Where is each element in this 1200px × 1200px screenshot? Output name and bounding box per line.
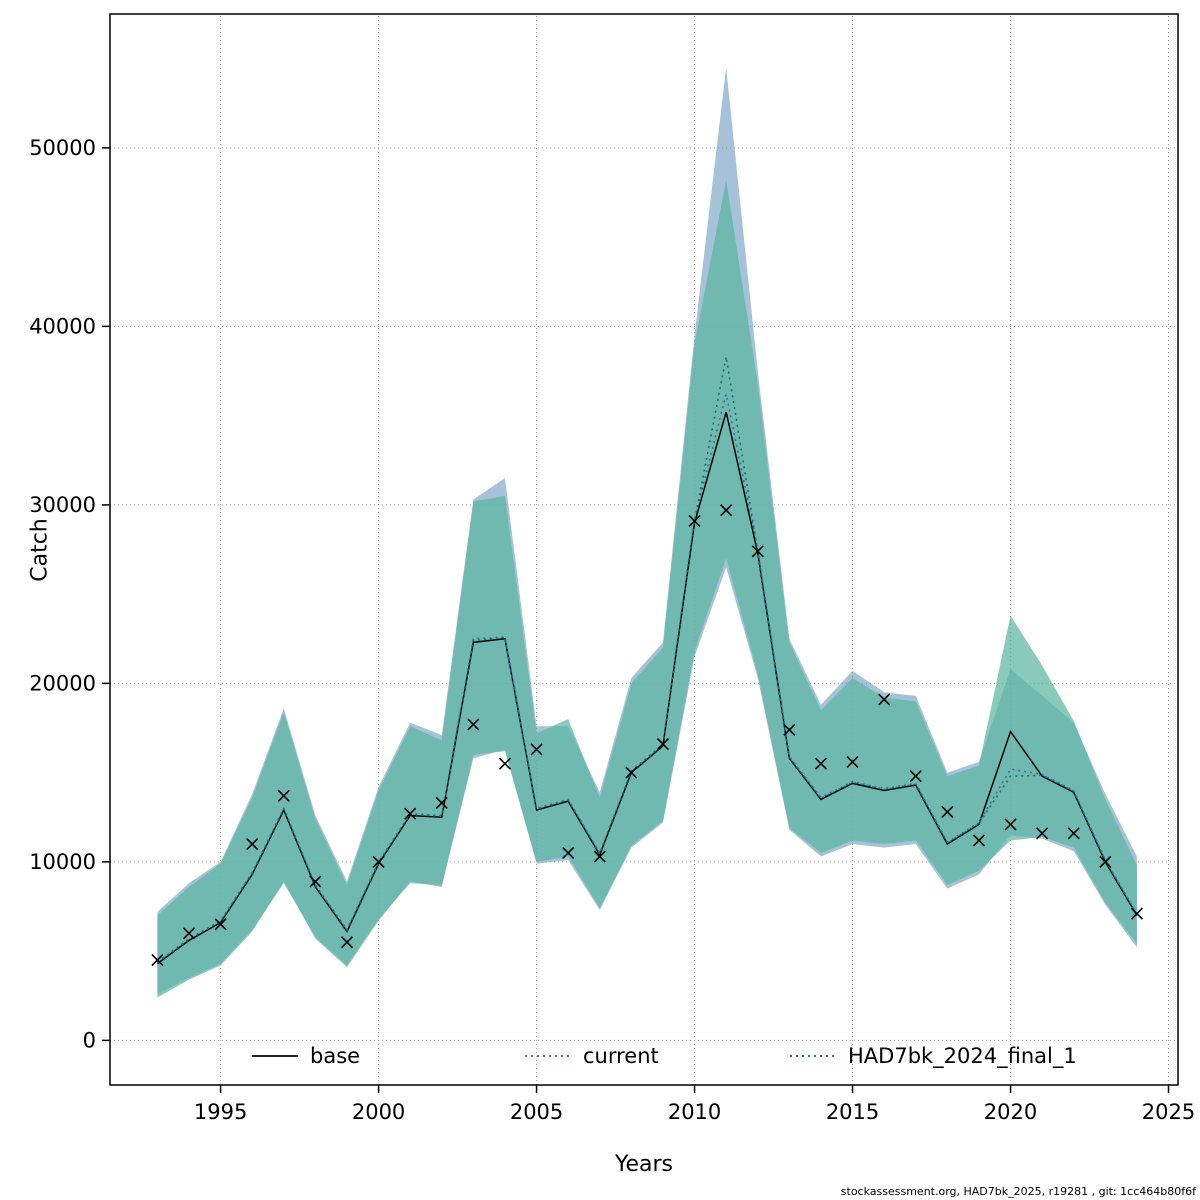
plot-border [109,13,1179,1086]
y-tick-label: 10000 [29,850,96,874]
observed-marker [625,766,638,779]
series-line-current [156,394,1138,963]
observed-marker [1067,827,1080,840]
x-tick-label: 2020 [984,1100,1037,1124]
observed-marker [340,936,354,949]
y-tick-label: 20000 [29,671,96,695]
observed-marker [404,807,417,820]
observed-marker [498,757,512,770]
observed-marker [151,953,164,967]
legend-label-current: current [583,1044,659,1068]
y-axis-label: Catch [27,518,53,582]
observed-marker [751,545,764,558]
x-tick-label: 2010 [668,1100,721,1124]
observed-marker [846,755,859,768]
observed-marker [309,875,322,888]
series-line-base [156,411,1138,965]
observed-catch-markers [151,504,1143,967]
observed-marker [656,737,670,751]
confidence-band-had7bk-2024-final-1 [157,180,1137,998]
x-tick-label: 2015 [826,1100,879,1124]
observed-marker [1036,827,1049,840]
observed-marker [214,918,227,931]
grid-lines [110,14,1178,1085]
observed-marker [814,757,828,770]
x-tick-label: 2005 [510,1100,563,1124]
observed-marker [972,834,986,847]
observed-marker [435,796,448,810]
observed-marker [878,693,891,706]
observed-marker [1130,907,1143,920]
observed-marker [783,723,796,736]
observed-marker [277,789,290,802]
tick-labels: 1995 2000 2005 2010 2015 2020 2025 0 10000 20000 3… [29,136,1195,1124]
x-tick-label: 2025 [1142,1100,1195,1124]
plot-background [110,14,1178,1085]
x-tick-label: 2000 [352,1100,405,1124]
observed-marker [941,805,954,818]
observed-marker [720,504,733,517]
legend-label-base: base [310,1044,360,1068]
observed-marker [909,770,922,783]
y-tick-label: 40000 [29,314,96,338]
axis-ticks [102,147,1170,1093]
legend-label-HAD7bk_2024_final_1: HAD7bk_2024_final_1 [848,1044,1077,1069]
observed-marker [246,837,259,851]
observed-marker [688,514,701,528]
observed-marker [182,927,196,940]
x-axis-label: Years [614,1152,674,1177]
observed-marker [1099,855,1112,868]
y-tick-label: 0 [83,1028,96,1052]
observed-marker [593,850,606,863]
observed-marker [562,846,575,860]
observed-marker [530,743,543,756]
y-tick-label: 30000 [29,493,96,517]
x-tick-label: 1995 [194,1100,247,1124]
footer-caption: stockassessment.org, HAD7bk_2025, r19281… [840,1185,1196,1198]
observed-marker [467,718,480,731]
observed-marker [372,855,385,868]
y-tick-label: 50000 [29,136,96,160]
observed-marker [1004,818,1017,831]
legend: base current HAD7bk_2024_final_1 [252,1044,1077,1069]
